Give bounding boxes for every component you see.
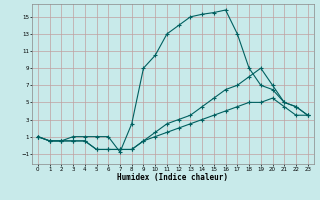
X-axis label: Humidex (Indice chaleur): Humidex (Indice chaleur) — [117, 173, 228, 182]
